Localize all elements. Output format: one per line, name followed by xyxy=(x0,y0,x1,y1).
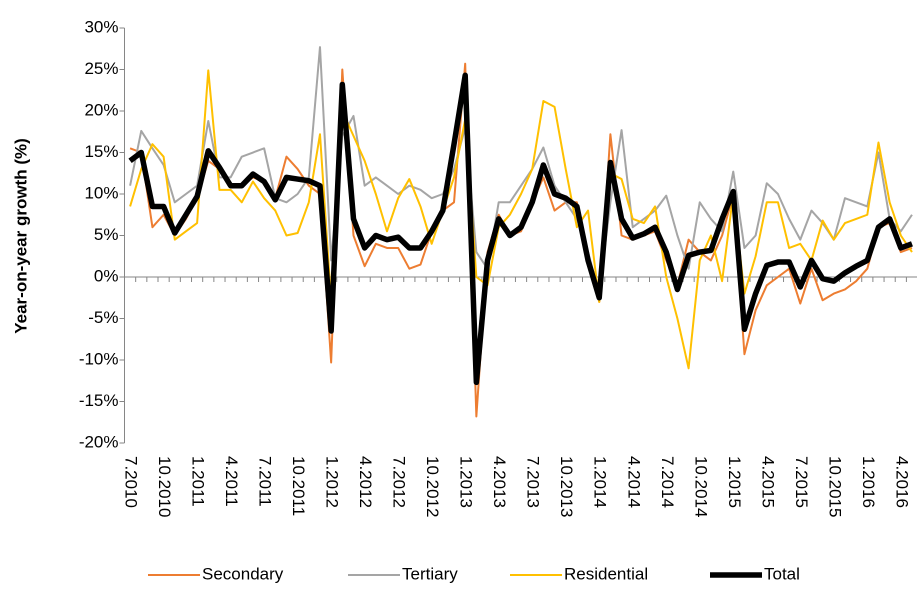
legend-label: Tertiary xyxy=(402,564,458,583)
series-line xyxy=(128,72,913,386)
y-tick-label: 15% xyxy=(84,142,118,161)
x-tick-label: 7.2012 xyxy=(390,456,409,508)
x-tick-label: 1.2015 xyxy=(725,456,744,508)
y-tick-label: 10% xyxy=(84,183,118,202)
x-tick-label: 1.2016 xyxy=(859,456,878,508)
x-tick-label: 4.2016 xyxy=(892,456,911,508)
x-tick-label: 4.2015 xyxy=(758,456,777,508)
x-tick-label: 1.2013 xyxy=(457,456,476,508)
x-tick-label: 7.2010 xyxy=(122,456,141,508)
x-tick-label: 7.2015 xyxy=(792,456,811,508)
x-tick-label: 10.2015 xyxy=(825,456,844,517)
series-line xyxy=(129,46,913,295)
x-tick-label: 1.2014 xyxy=(591,456,610,508)
y-tick-label: 20% xyxy=(84,100,118,119)
legend-label: Secondary xyxy=(202,564,284,583)
x-tick-label: 1.2011 xyxy=(189,456,208,507)
x-tick-label: 10.2011 xyxy=(289,456,308,516)
x-tick-label: 7.2011 xyxy=(256,456,275,507)
y-tick-label: -10% xyxy=(79,349,119,368)
x-tick-label: 10.2013 xyxy=(557,456,576,517)
x-tick-label: 10.2012 xyxy=(423,456,442,517)
legend-label: Residential xyxy=(564,564,648,583)
x-tick-label: 4.2012 xyxy=(356,456,375,508)
x-tick-label: 10.2014 xyxy=(691,456,710,517)
x-tick-label: 10.2010 xyxy=(155,456,174,517)
y-tick-label: -20% xyxy=(79,432,119,451)
legend-label: Total xyxy=(764,564,800,583)
y-tick-label: -15% xyxy=(79,391,119,410)
x-tick-label: 4.2013 xyxy=(490,456,509,508)
x-tick-label: 7.2013 xyxy=(524,456,543,508)
y-tick-label: 0% xyxy=(94,266,119,285)
y-tick-label: -5% xyxy=(88,308,118,327)
x-tick-label: 1.2012 xyxy=(323,456,342,508)
x-tick-label: 4.2011 xyxy=(222,456,241,507)
x-tick-label: 4.2014 xyxy=(624,456,643,508)
x-tick-label: 7.2014 xyxy=(658,456,677,508)
series-line xyxy=(129,69,913,370)
y-tick-label: 30% xyxy=(84,17,118,36)
y-tick-label: 25% xyxy=(84,59,118,78)
series-line xyxy=(129,62,913,418)
y-tick-label: 5% xyxy=(94,225,119,244)
y-axis-label: Year-on-year growth (%) xyxy=(11,138,30,334)
